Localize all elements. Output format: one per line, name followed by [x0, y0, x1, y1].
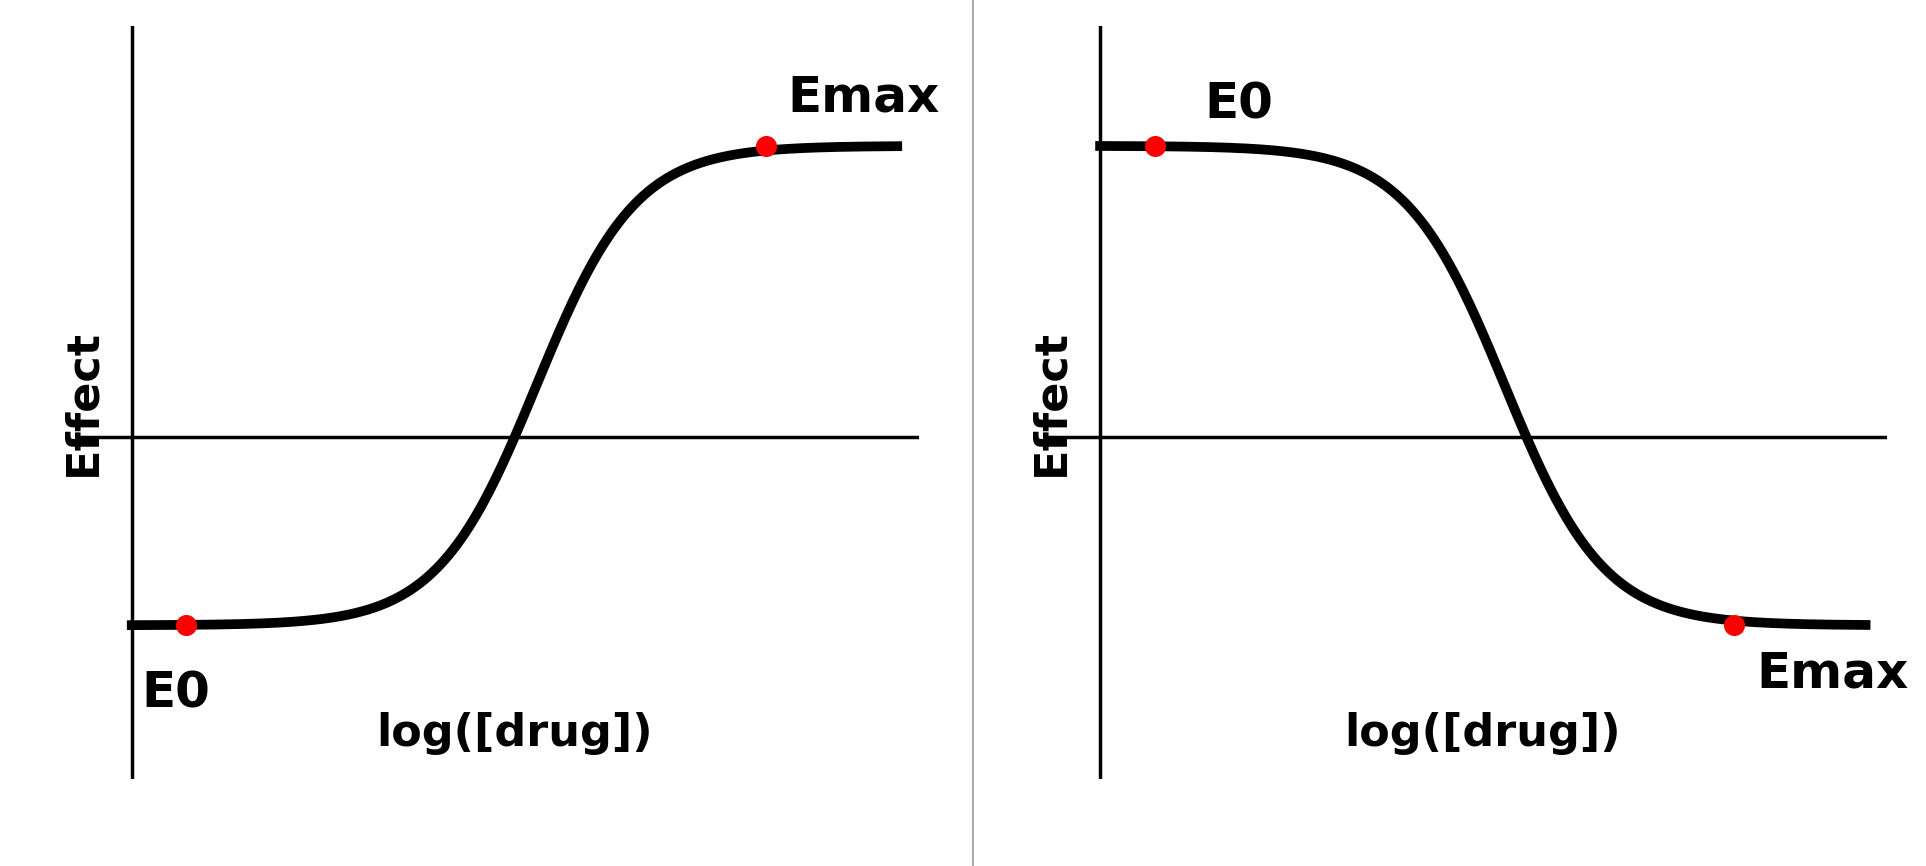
Text: log([drug]): log([drug]) — [1344, 713, 1622, 755]
Point — [751, 139, 782, 152]
Text: log([drug]): log([drug]) — [376, 713, 653, 755]
Point — [171, 618, 202, 632]
Text: Effect: Effect — [1028, 329, 1073, 476]
Text: E0: E0 — [1204, 81, 1273, 129]
Text: Effect: Effect — [62, 329, 104, 476]
Point — [1720, 618, 1751, 632]
Text: E0: E0 — [141, 669, 210, 718]
Text: Emax: Emax — [788, 74, 940, 122]
Point — [1140, 139, 1171, 152]
Text: Emax: Emax — [1757, 650, 1909, 697]
